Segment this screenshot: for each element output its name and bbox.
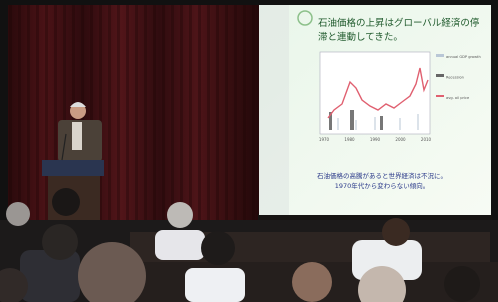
curtain-pleats [8,5,260,220]
audience-head [292,262,332,302]
legend-label: avg. oil price [446,96,470,100]
audience-head [201,231,235,265]
recession-band [350,110,354,130]
x-axis-label: 2010 [421,137,432,142]
legend-swatch [436,74,444,77]
screen-edge [259,5,289,215]
x-axis-label: 1980 [344,137,355,142]
x-axis-label: 2000 [395,137,406,142]
audience-head [52,188,80,216]
audience-head [382,218,410,246]
page: 石油価格の上昇はグローバル経済の停滞と連動してきた。 annual GDP gro… [0,0,498,302]
audience-head [444,266,480,302]
x-axis-label: 1970 [319,137,330,142]
speaker-shirt [72,122,82,150]
audience-body [20,250,80,302]
legend-label: annual GDP growth [446,55,481,59]
legend-label: Recession [446,76,464,80]
recession-band [380,116,383,130]
podium-top [42,160,104,176]
slide-caption: 石油価格の高騰があると世界経済は不況に。 [317,171,447,180]
slide-title: 石油価格の上昇はグローバル経済の停 [318,17,480,29]
legend-swatch [436,54,444,57]
audience-head [42,224,78,260]
slide-title: 滞と連動してきた。 [318,31,403,43]
photo: 石油価格の上昇はグローバル経済の停滞と連動してきた。 annual GDP gro… [0,0,498,302]
audience-body [155,230,205,260]
audience-head [167,202,193,228]
audience-head [6,202,30,226]
x-axis-label: 1990 [370,137,381,142]
audience-body [185,268,245,302]
legend-swatch [436,95,444,97]
slide-caption: 1970年代から変わらない傾向。 [335,181,430,190]
